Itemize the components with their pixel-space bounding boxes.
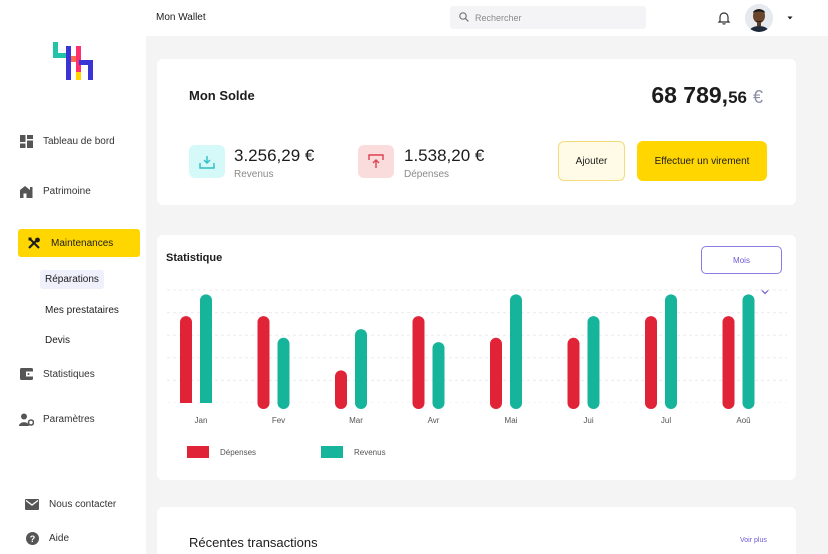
- mail-icon: [24, 496, 40, 512]
- download-tray-icon: [199, 155, 215, 169]
- legend-label: Revenus: [354, 447, 386, 457]
- income-label: Revenus: [234, 169, 274, 180]
- x-tick-label: Avr: [428, 416, 440, 425]
- legend-item-revenus: Revenus: [321, 446, 386, 458]
- house-icon: [18, 183, 34, 199]
- balance-currency: €: [752, 87, 763, 107]
- upload-tray-icon: [368, 154, 384, 168]
- balance-amount: 68 789,56 €: [651, 82, 763, 109]
- bar-dépenses-jui[interactable]: [567, 337, 580, 409]
- transfer-button[interactable]: Effectuer un virement: [637, 141, 767, 181]
- sidebar-item-label: Aide: [49, 532, 70, 544]
- transactions-card: Récentes transactions Voir plus: [157, 507, 796, 554]
- bar-dépenses-jul[interactable]: [645, 316, 657, 409]
- sidebar: Tableau de bord Patrimoine Maintenances …: [0, 0, 146, 554]
- bar-dépenses-aoû[interactable]: [722, 316, 735, 409]
- bar-revenus-aoû[interactable]: [742, 294, 755, 409]
- sidebar-item-label: Maintenances: [51, 237, 114, 249]
- bar-revenus-jui[interactable]: [587, 316, 600, 409]
- subnav-item-reparations[interactable]: Réparations: [40, 270, 104, 289]
- sidebar-item-aide[interactable]: ? Aide: [24, 530, 69, 546]
- chevron-down-icon[interactable]: [760, 288, 770, 295]
- help-icon: ?: [24, 530, 40, 546]
- notification-bell-icon[interactable]: [717, 11, 731, 25]
- sidebar-item-tableau-de-bord[interactable]: Tableau de bord: [18, 133, 115, 149]
- sidebar-item-patrimoine[interactable]: Patrimoine: [18, 183, 91, 199]
- baseline-mask: [157, 403, 796, 411]
- income-value: 3.256,29 €: [234, 146, 315, 165]
- legend-swatch: [187, 446, 209, 458]
- x-tick-label: Mai: [505, 416, 518, 425]
- x-tick-label: Jui: [583, 416, 593, 425]
- balance-integer: 68 789,: [651, 82, 729, 108]
- expense-label: Dépenses: [404, 169, 450, 180]
- legend-label: Dépenses: [220, 447, 257, 457]
- topbar: Mon Wallet: [146, 0, 828, 36]
- user-avatar[interactable]: [745, 4, 773, 32]
- bar-dépenses-avr[interactable]: [412, 316, 425, 409]
- sidebar-item-nous-contacter[interactable]: Nous contacter: [24, 496, 116, 512]
- bar-revenus-jul[interactable]: [665, 294, 677, 409]
- chevron-down-icon[interactable]: [786, 14, 794, 22]
- bar-dépenses-fev[interactable]: [257, 316, 270, 409]
- x-tick-label: Aoû: [736, 416, 750, 425]
- legend-swatch: [321, 446, 343, 458]
- subnav-item-devis[interactable]: Devis: [45, 335, 71, 346]
- app-title: Mon Wallet: [156, 12, 206, 23]
- bar-revenus-avr[interactable]: [432, 342, 445, 409]
- x-tick-label: Fev: [272, 416, 285, 425]
- subnav-item-mes-prestataires[interactable]: Mes prestataires: [45, 305, 119, 316]
- sidebar-item-maintenances[interactable]: Maintenances: [18, 229, 140, 257]
- user-settings-icon: [18, 411, 34, 427]
- tools-icon: [26, 235, 42, 251]
- period-select-button[interactable]: Mois: [701, 246, 782, 274]
- income-icon-box: [189, 145, 225, 178]
- sidebar-item-statistiques[interactable]: Statistiques: [18, 366, 95, 382]
- bar-dépenses-jan[interactable]: [180, 316, 192, 409]
- bar-revenus-fev[interactable]: [277, 337, 290, 409]
- transactions-title: Récentes transactions: [189, 535, 318, 550]
- search-input[interactable]: [475, 12, 635, 23]
- balance-card: Mon Solde 68 789,56 € 3.256,29 € Revenus …: [157, 59, 796, 205]
- sidebar-item-label: Tableau de bord: [43, 135, 115, 147]
- expense-value: 1.538,20 €: [404, 146, 485, 165]
- bar-revenus-mar[interactable]: [355, 329, 367, 409]
- wallet-icon: [18, 366, 34, 382]
- x-tick-label: Jul: [661, 416, 671, 425]
- search-bar[interactable]: [450, 6, 646, 29]
- sidebar-item-label: Patrimoine: [43, 185, 91, 197]
- app-logo: [53, 42, 93, 80]
- bar-revenus-jan[interactable]: [200, 294, 212, 409]
- add-button[interactable]: Ajouter: [558, 141, 625, 181]
- svg-text:?: ?: [29, 534, 35, 544]
- bar-chart: Jan Fev Mar Avr Mai Jui Jul Aoû: [157, 289, 796, 425]
- sidebar-item-parametres[interactable]: Paramètres: [18, 411, 95, 427]
- expense-icon-box: [358, 145, 394, 178]
- see-more-link[interactable]: Voir plus: [740, 537, 767, 544]
- dashboard-icon: [18, 133, 34, 149]
- legend-item-depenses: Dépenses: [187, 446, 256, 458]
- bar-dépenses-mar[interactable]: [335, 370, 347, 409]
- x-tick-label: Mar: [349, 416, 363, 425]
- statistics-card: Statistique Mois Jan Fev Mar Avr Mai Jui Jul Ao…: [157, 235, 796, 480]
- search-icon: [459, 9, 469, 27]
- sidebar-item-label: Statistiques: [43, 368, 95, 380]
- balance-decimal: 56: [728, 88, 747, 107]
- chart-title: Statistique: [166, 252, 223, 264]
- balance-title: Mon Solde: [189, 88, 255, 103]
- bar-dépenses-mai[interactable]: [490, 337, 502, 409]
- sidebar-item-label: Paramètres: [43, 413, 95, 425]
- x-tick-label: Jan: [195, 416, 208, 425]
- sidebar-item-label: Nous contacter: [49, 498, 117, 510]
- bar-revenus-mai[interactable]: [510, 294, 522, 409]
